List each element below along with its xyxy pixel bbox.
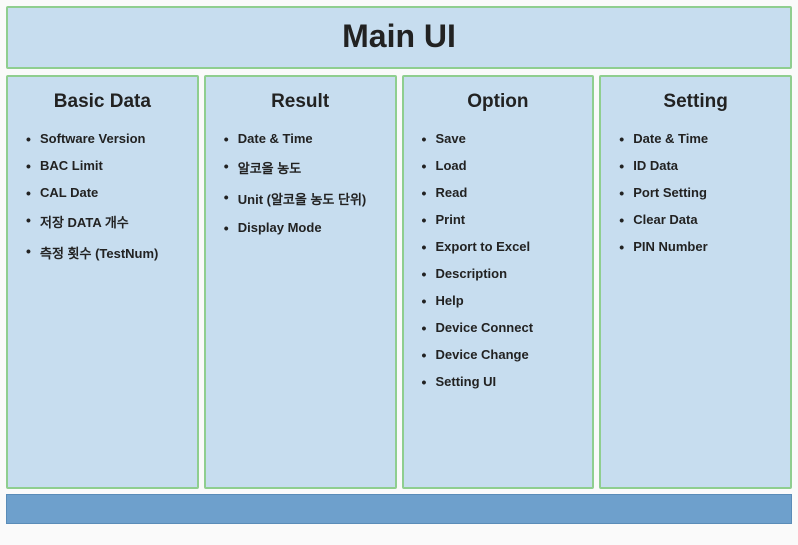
column-header: Option [420,91,577,113]
list-item: 측정 횟수 (TestNum) [26,243,181,262]
column-header: Result [222,91,379,113]
footer-bar [6,494,792,524]
list-item: Port Setting [619,185,774,200]
list-item: Read [422,185,577,200]
list-item: Description [422,266,577,281]
list-option: Save Load Read Print Export to Excel Des… [420,131,577,389]
list-item: Unit (알코올 농도 단위) [224,189,379,208]
list-item: Setting UI [422,374,577,389]
column-result: Result Date & Time 알코올 농도 Unit (알코올 농도 단… [204,75,397,489]
column-setting: Setting Date & Time ID Data Port Setting… [599,75,792,489]
main-container: Main UI Basic Data Software Version BAC … [6,6,792,524]
list-item: Date & Time [619,131,774,146]
list-item: Device Connect [422,320,577,335]
list-item: Print [422,212,577,227]
column-option: Option Save Load Read Print Export to Ex… [402,75,595,489]
list-item: Save [422,131,577,146]
list-item: ID Data [619,158,774,173]
list-item: Software Version [26,131,181,146]
list-item: CAL Date [26,185,181,200]
column-header: Basic Data [24,91,181,113]
column-basic-data: Basic Data Software Version BAC Limit CA… [6,75,199,489]
list-item: 알코올 농도 [224,158,379,177]
list-item: Date & Time [224,131,379,146]
list-item: Load [422,158,577,173]
list-item: Display Mode [224,220,379,235]
list-item: Device Change [422,347,577,362]
list-item: Help [422,293,577,308]
list-item: Export to Excel [422,239,577,254]
list-item: Clear Data [619,212,774,227]
list-setting: Date & Time ID Data Port Setting Clear D… [617,131,774,254]
list-basic-data: Software Version BAC Limit CAL Date 저장 D… [24,131,181,262]
list-result: Date & Time 알코올 농도 Unit (알코올 농도 단위) Disp… [222,131,379,235]
columns-row: Basic Data Software Version BAC Limit CA… [6,75,792,489]
list-item: BAC Limit [26,158,181,173]
list-item: PIN Number [619,239,774,254]
list-item: 저장 DATA 개수 [26,212,181,231]
page-title: Main UI [8,18,790,55]
title-box: Main UI [6,6,792,69]
column-header: Setting [617,91,774,113]
